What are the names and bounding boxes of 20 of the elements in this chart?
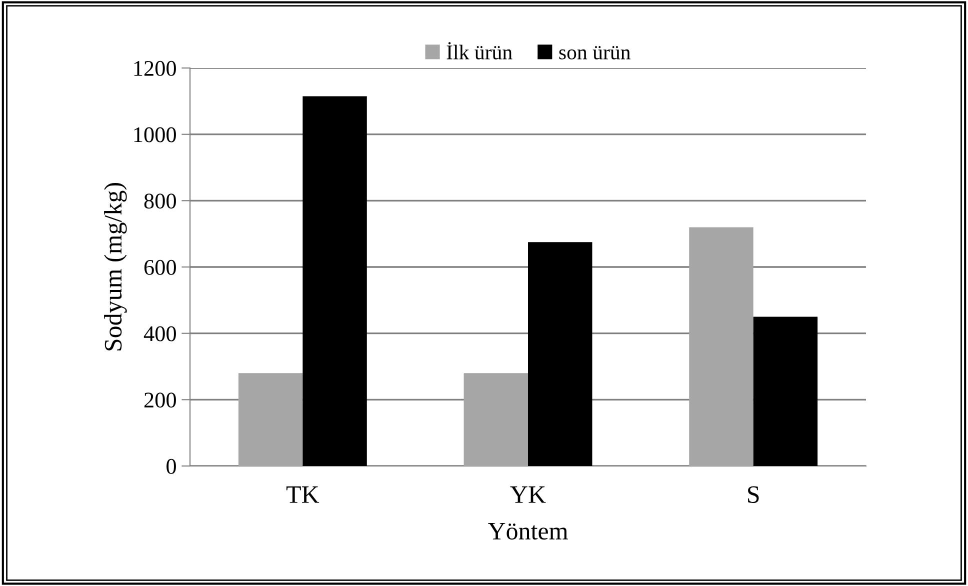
bar <box>753 316 818 466</box>
bar <box>528 242 592 466</box>
y-tick-label: 400 <box>144 326 176 342</box>
bar <box>238 373 303 466</box>
x-tick-label: YK <box>510 486 546 503</box>
y-tick-label: 1000 <box>134 127 176 142</box>
bar <box>689 227 754 466</box>
y-tick-label: 200 <box>144 392 176 408</box>
y-axis-title: Sodyum (mg/kg) <box>104 183 127 350</box>
y-tick-label: 600 <box>144 260 176 275</box>
y-tick-label: 1200 <box>134 60 176 76</box>
bar <box>302 96 367 466</box>
x-tick-label: TK <box>286 486 320 503</box>
legend-label: İlk ürün <box>446 42 512 60</box>
bar <box>464 373 528 466</box>
legend-label: son ürün <box>559 46 630 60</box>
x-axis-title: Yöntem <box>488 522 568 540</box>
y-tick-label: 0 <box>166 458 176 474</box>
y-tick-label: 800 <box>144 194 176 209</box>
x-tick-label: S <box>748 486 759 504</box>
